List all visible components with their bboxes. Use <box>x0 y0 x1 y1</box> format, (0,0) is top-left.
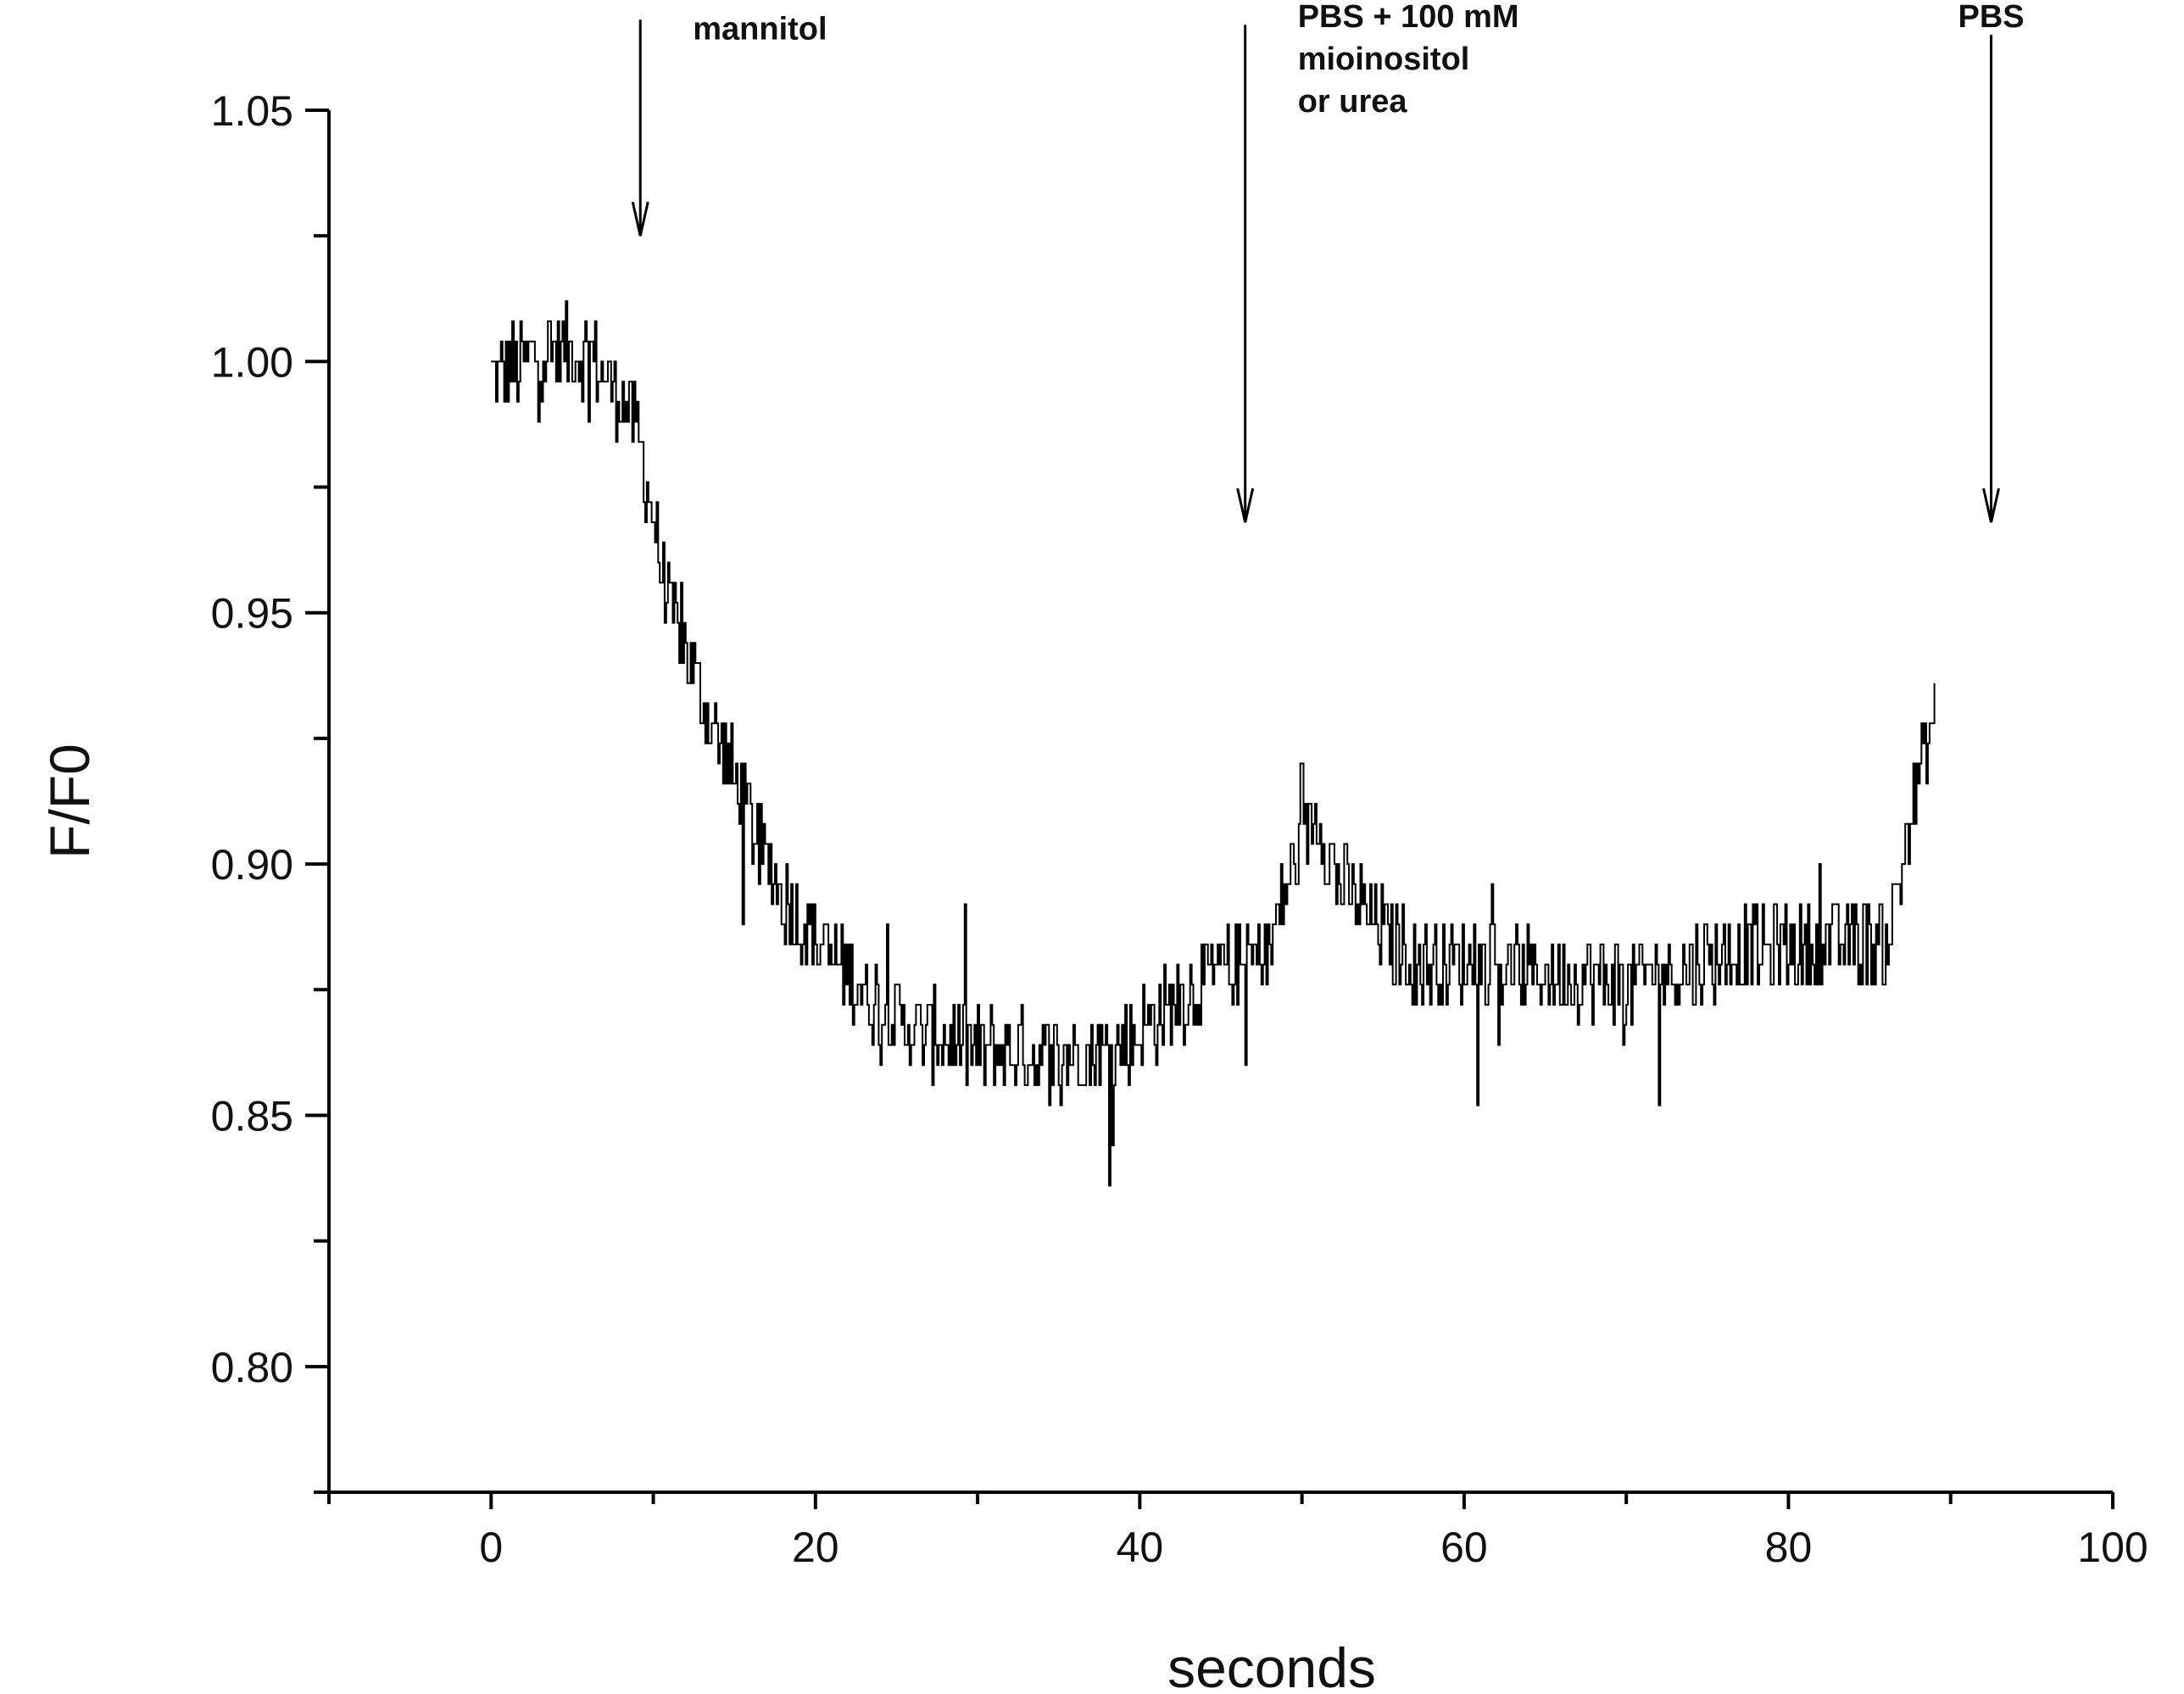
ticks: 0 20 40 60 80 100 0.80 0.85 0.90 0.95 1.00 1.05 <box>211 87 2148 1571</box>
y-tick-label: 0.85 <box>211 1092 293 1140</box>
annotation-arrow-head <box>1236 488 1255 523</box>
annotation-label: PBS <box>499 0 565 5</box>
series <box>491 300 1936 1187</box>
y-tick-label: 0.90 <box>211 841 293 889</box>
annotation-label: or urea <box>1298 84 1408 120</box>
axes <box>327 110 2113 1494</box>
annotation-arrow-head <box>1982 488 2001 523</box>
annotation-label: PBS + 100 mM <box>1298 0 1519 35</box>
x-tick-label: 60 <box>1440 1524 1488 1571</box>
series-line <box>491 300 1936 1187</box>
annotation-label: mannitol <box>693 12 827 47</box>
x-tick-label: 40 <box>1117 1524 1164 1571</box>
x-tick-label: 0 <box>479 1524 503 1571</box>
annotation-label: mioinositol <box>1298 42 1470 77</box>
y-tick-label: 1.00 <box>211 338 293 386</box>
annotations: PBS PBS + 100 mM mannitol PBS + 100 mM mioin… <box>499 0 2025 523</box>
x-tick-label: 20 <box>792 1524 839 1571</box>
annotation-label: PBS <box>1958 0 2024 35</box>
annotation-arrow-head <box>631 201 649 237</box>
y-tick-label: 1.05 <box>211 87 293 135</box>
y-tick-label: 0.95 <box>211 590 293 638</box>
y-tick-label: 0.80 <box>211 1344 293 1391</box>
annotation-label: PBS + 100 mM <box>693 0 914 5</box>
x-tick-label: 80 <box>1765 1524 1813 1571</box>
y-axis-title: F/F0 <box>38 744 101 859</box>
x-tick-label: 100 <box>2077 1524 2148 1571</box>
x-axis-title: seconds <box>1167 1636 1376 1694</box>
